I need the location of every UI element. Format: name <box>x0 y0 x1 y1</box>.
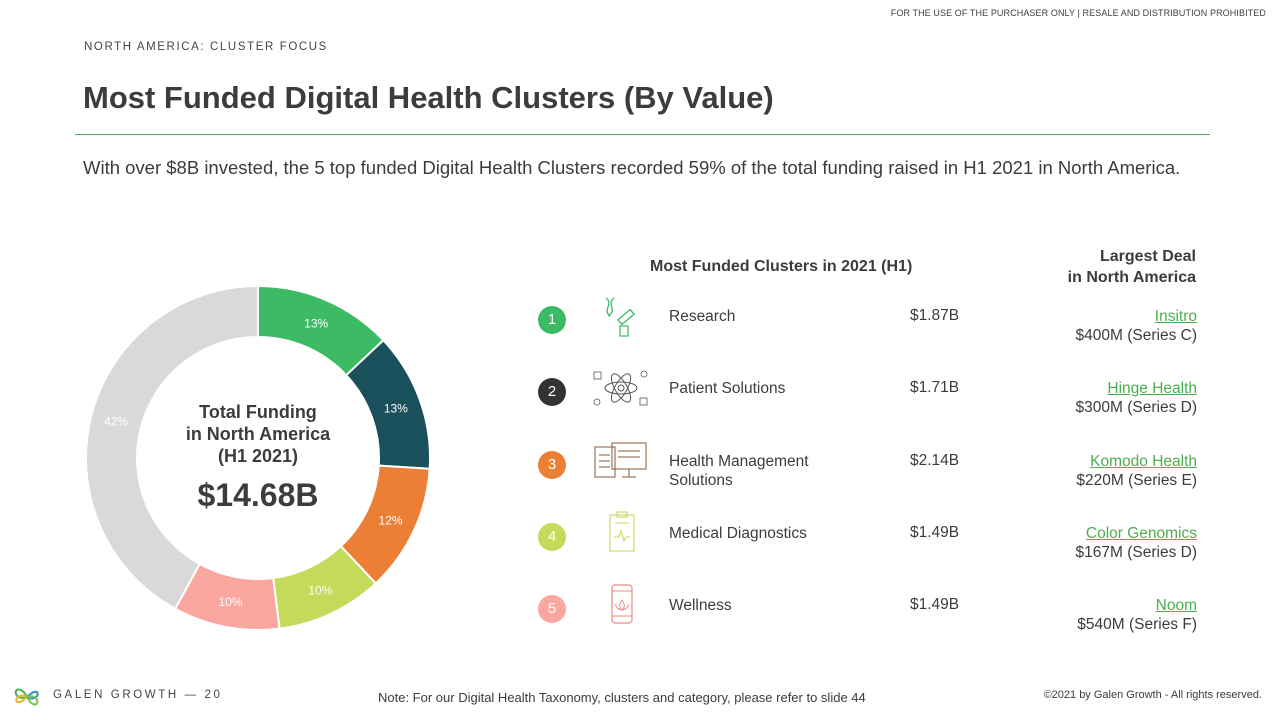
cluster-amount: $1.49B <box>910 596 960 613</box>
cluster-row: 3 Health Management Solutions $2.14B Komo… <box>530 441 1200 501</box>
rank-badge: 1 <box>538 306 566 334</box>
cluster-name-line: Wellness <box>669 597 732 614</box>
largest-deal: Color Genomics $167M (Series D) <box>1076 524 1197 562</box>
cluster-name-line: Solutions <box>669 472 733 489</box>
center-title-line: in North America <box>185 424 331 444</box>
deal-detail: $540M (Series F) <box>1077 616 1197 633</box>
smartphone-lotus-icon <box>611 584 633 624</box>
monitor-records-icon <box>594 442 647 478</box>
atom-patient-icon <box>593 370 648 406</box>
cluster-name-line: Health Management <box>669 453 809 470</box>
largest-deal: Insitro $400M (Series C) <box>1076 307 1197 345</box>
donut-chart: 13% 13% 12% 10% 10% 42% <box>85 284 431 631</box>
footer-note: Note: For our Digital Health Taxonomy, c… <box>378 690 866 705</box>
cluster-name: Research <box>669 307 869 326</box>
clipboard-heartbeat-icon <box>609 511 635 552</box>
center-title-line: (H1 2021) <box>217 446 299 466</box>
rank-badge: 2 <box>538 378 566 406</box>
footer-brand: GALEN GROWTH — 20 <box>53 689 223 701</box>
footer-copyright: ©2021 by Galen Growth - All rights reser… <box>1043 689 1262 701</box>
slice-label: 10% <box>219 595 243 609</box>
deal-heading-line: in North America <box>1067 269 1196 286</box>
cluster-name: Wellness <box>669 596 869 615</box>
galen-growth-logo-icon <box>14 688 39 706</box>
largest-deal: Komodo Health $220M (Series E) <box>1076 452 1197 490</box>
donut-center-value: $14.68B <box>197 477 319 513</box>
largest-deal-heading: Largest Deal in North America <box>996 246 1196 288</box>
slice-label: 42% <box>104 415 128 429</box>
deal-company-link[interactable]: Noom <box>1155 597 1197 614</box>
cluster-row: 4 Medical Diagnostics $1.49B Color Genom… <box>530 511 1200 573</box>
slice-label: 13% <box>304 317 328 331</box>
cluster-amount: $2.14B <box>910 452 960 469</box>
cluster-name: Medical Diagnostics <box>669 524 869 543</box>
deal-detail: $167M (Series D) <box>1075 544 1197 561</box>
donut-slice <box>85 284 259 611</box>
cluster-row: 2 Patient Solutions $1.71B Hinge Health … <box>530 368 1200 428</box>
disclaimer-text: FOR THE USE OF THE PURCHASER ONLY | RESA… <box>890 8 1266 18</box>
cluster-name-line: Medical Diagnostics <box>669 525 807 542</box>
cluster-name: Health Management Solutions <box>669 452 869 490</box>
deal-company-link[interactable]: Hinge Health <box>1107 380 1197 397</box>
page-subtitle: With over $8B invested, the 5 top funded… <box>83 157 1181 178</box>
deal-detail: $300M (Series D) <box>1075 399 1197 416</box>
cluster-name-line: Patient Solutions <box>669 380 786 397</box>
deal-detail: $220M (Series E) <box>1076 472 1197 489</box>
rank-badge: 4 <box>538 523 566 551</box>
cluster-amount: $1.49B <box>910 524 960 541</box>
title-divider <box>75 134 1210 135</box>
largest-deal: Hinge Health $300M (Series D) <box>1076 379 1197 417</box>
clusters-heading: Most Funded Clusters in 2021 (H1) <box>650 258 913 275</box>
slice-label: 13% <box>384 401 408 415</box>
largest-deal: Noom $540M (Series F) <box>1077 596 1197 634</box>
slice-label: 10% <box>308 584 332 598</box>
section-label: NORTH AMERICA: CLUSTER FOCUS <box>84 41 328 53</box>
center-title-line: Total Funding <box>199 402 317 422</box>
page-title: Most Funded Digital Health Clusters (By … <box>83 80 774 115</box>
cluster-row: 5 Wellness $1.49B Noom $540M (Series F) <box>530 584 1200 645</box>
cluster-amount: $1.87B <box>910 307 960 324</box>
deal-company-link[interactable]: Insitro <box>1154 308 1197 325</box>
dna-syringe-icon <box>605 297 635 337</box>
donut-center-title: Total Funding in North America (H1 2021) <box>168 401 348 467</box>
deal-heading-line: Largest Deal <box>1099 248 1196 265</box>
cluster-name-line: Research <box>669 308 736 325</box>
rank-badge: 5 <box>538 595 566 623</box>
rank-badge: 3 <box>538 451 566 479</box>
cluster-row: 1 Research $1.87B Insitro $400M (Series … <box>530 296 1200 356</box>
cluster-name: Patient Solutions <box>669 379 869 398</box>
deal-company-link[interactable]: Komodo Health <box>1090 453 1197 470</box>
slice-label: 12% <box>379 513 403 527</box>
deal-detail: $400M (Series C) <box>1075 327 1197 344</box>
cluster-amount: $1.71B <box>910 379 960 396</box>
deal-company-link[interactable]: Color Genomics <box>1085 525 1197 542</box>
